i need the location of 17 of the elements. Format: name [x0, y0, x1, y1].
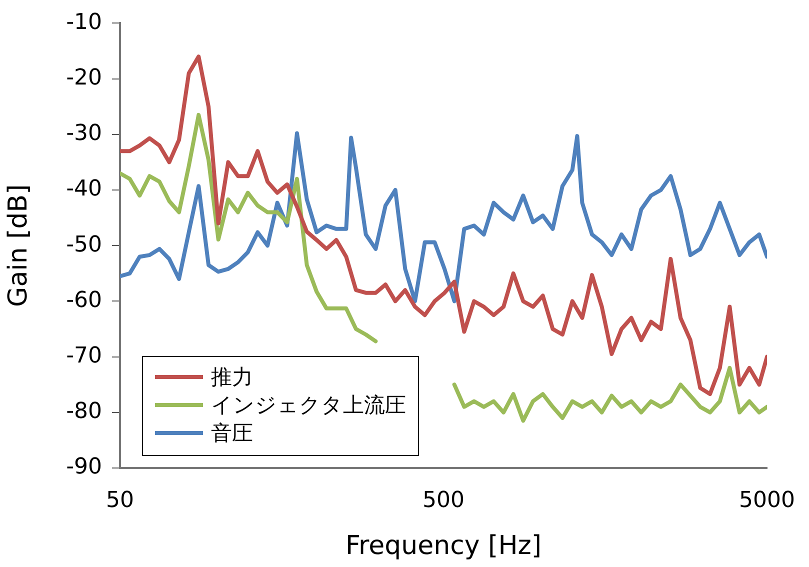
x-axis-title: Frequency [Hz]	[345, 531, 542, 562]
x-tick-label: 500	[422, 488, 465, 513]
y-tick-label: -50	[66, 232, 102, 258]
y-tick-label: -80	[66, 399, 102, 424]
y-tick-label: -40	[66, 176, 102, 202]
y-tick-label: -90	[66, 454, 102, 480]
y-tick-label: -70	[66, 344, 102, 369]
y-tick-label: -60	[66, 288, 102, 313]
y-tick-label: -20	[66, 66, 102, 91]
x-tick-label: 50	[106, 488, 134, 513]
x-tick-label: 5000	[739, 488, 796, 513]
y-axis-title: Gain [dB]	[3, 184, 34, 307]
y-tick-label: -30	[66, 121, 102, 146]
legend-label: インジェクタ上流圧	[211, 392, 406, 419]
y-tick-label: -10	[66, 10, 102, 35]
legend-label: 推力	[211, 364, 253, 391]
legend-label: 音圧	[211, 420, 253, 447]
